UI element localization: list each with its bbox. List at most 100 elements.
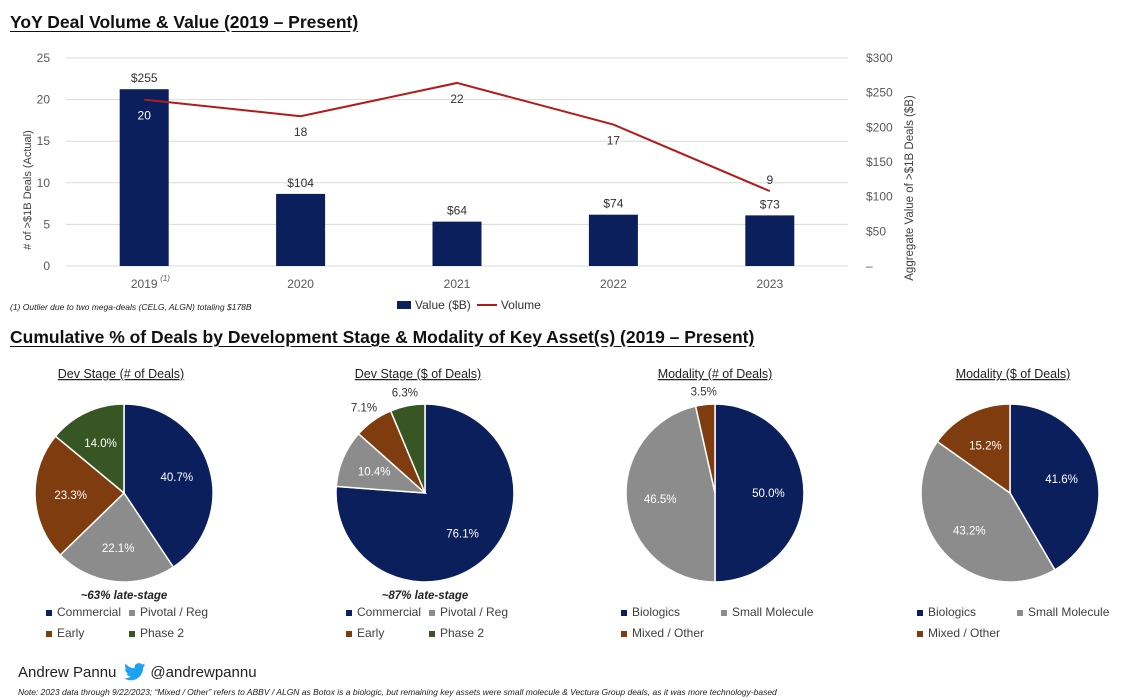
volume-point-label: 18 xyxy=(294,125,308,139)
pie-legend-swatch xyxy=(917,631,923,637)
legend-value-label: Value ($B) xyxy=(415,298,471,312)
bottom-section-title: Cumulative % of Deals by Development Sta… xyxy=(10,327,755,347)
volume-point-label: 22 xyxy=(450,92,464,106)
y-left-tick-label: 20 xyxy=(37,93,51,107)
pie-slice-label: 46.5% xyxy=(644,494,677,506)
value-bar-label: $74 xyxy=(603,197,623,211)
pie-slice-label: 15.2% xyxy=(969,441,1002,453)
value-bar-label: $64 xyxy=(447,204,467,218)
pie-legend-swatch xyxy=(429,610,435,616)
pie-legend-swatch xyxy=(721,610,727,616)
y-axis-left-label: # of >$1B Deals (Actual) xyxy=(22,130,34,250)
pie-legend-label: Commercial xyxy=(57,605,121,619)
pie-slice-label: 22.1% xyxy=(102,543,135,555)
x-tick-label: 2021 xyxy=(444,277,471,291)
pie-legend-label: Pivotal / Reg xyxy=(140,605,208,619)
pie-legend-label: Small Molecule xyxy=(1028,605,1110,619)
y-left-tick-label: 10 xyxy=(37,176,51,190)
value-bar xyxy=(745,215,795,266)
pie-slice xyxy=(936,403,1011,495)
legend-volume-swatch xyxy=(476,304,497,306)
pie-legend-swatch xyxy=(917,610,923,616)
pie-title: Dev Stage ($ of Deals) xyxy=(355,367,481,381)
pie-slice-label: 41.6% xyxy=(1045,474,1078,486)
pie-slice xyxy=(714,403,805,583)
pie-title: Modality ($ of Deals) xyxy=(956,367,1071,381)
volume-point-label: 17 xyxy=(607,134,621,148)
twitter-bird-icon xyxy=(124,663,146,681)
pie-annotation: ~63% late-stage xyxy=(81,590,168,602)
value-bar-label: $104 xyxy=(287,176,314,190)
pie-slice xyxy=(34,435,126,557)
y-right-tick-label: $250 xyxy=(866,86,893,100)
author-name: Andrew Pannu xyxy=(18,663,117,681)
pie-slice-label: 40.7% xyxy=(161,472,194,484)
pie-slice xyxy=(59,491,175,583)
pie-legend-label: Early xyxy=(57,626,84,640)
pie-slice-label: 76.1% xyxy=(446,528,479,540)
pie-legend-swatch xyxy=(621,610,627,616)
y-axis-right-label: Aggregate Value of >$1B Deals ($B) xyxy=(904,95,916,281)
pie-legend-label: Phase 2 xyxy=(140,626,184,640)
deal-volume-value-chart: 0 5 10 15 20 25 – $50 $100 $150 $200 $250 $300 $255 2… xyxy=(22,51,916,291)
pie-legend-label: Mixed / Other xyxy=(632,626,704,640)
y-right-tick-label: $150 xyxy=(866,155,893,169)
pie-title: Modality (# of Deals) xyxy=(658,367,773,381)
pie-charts: Dev Stage (# of Deals) 40.7% 22.1% 23.3% 14.… xyxy=(34,367,1110,640)
x-tick-label: 2020 xyxy=(287,277,314,291)
value-bar-label: $73 xyxy=(760,197,780,211)
author-handle: @andrewpannu xyxy=(150,663,257,681)
author-credit: Andrew Pannu @andrewpannu xyxy=(18,663,257,681)
pie-slice-label: 23.3% xyxy=(54,490,87,502)
value-bar-label: $255 xyxy=(131,71,158,85)
pie-legend-swatch xyxy=(1017,610,1023,616)
y-right-tick-label: $50 xyxy=(866,224,886,238)
pie-slice-label: 6.3% xyxy=(392,388,418,400)
x-tick-label: 2022 xyxy=(600,277,627,291)
pie-slice xyxy=(389,403,426,494)
y-left-tick-label: 0 xyxy=(43,259,50,273)
y-left-tick-label: 5 xyxy=(43,217,50,231)
y-right-tick-label: $100 xyxy=(866,190,893,204)
pie-slice-label: 10.4% xyxy=(358,466,391,478)
data-note: Note: 2023 data through 9/22/2023; “Mixe… xyxy=(18,687,777,697)
bar-chart-legend: Value ($B) Volume xyxy=(397,298,541,312)
pie-slice xyxy=(54,403,125,495)
pie-legend-label: Small Molecule xyxy=(732,605,814,619)
pie-legend-label: Mixed / Other xyxy=(928,626,1000,640)
pie-legend-label: Pivotal / Reg xyxy=(440,605,508,619)
pie-slice-label: 14.0% xyxy=(84,438,117,450)
pie-legend-label: Biologics xyxy=(632,605,680,619)
y-left-tick-label: 15 xyxy=(37,134,51,148)
y-right-tick-label: $300 xyxy=(866,51,893,65)
value-bar xyxy=(119,89,169,266)
pie-legend-label: Early xyxy=(357,626,384,640)
x-tick-label: 2023 xyxy=(756,277,783,291)
y-left-tick-label: 25 xyxy=(37,51,51,65)
pie-legend-swatch xyxy=(346,631,352,637)
pie-legend-label: Commercial xyxy=(357,605,421,619)
pie-slice xyxy=(694,403,716,494)
pie-legend-swatch xyxy=(129,631,135,637)
value-bar xyxy=(432,221,482,266)
volume-point-label: 9 xyxy=(766,173,773,187)
volume-line xyxy=(144,81,771,193)
pie-legend-swatch xyxy=(429,631,435,637)
legend-volume-label: Volume xyxy=(500,298,541,312)
pie-slice-label: 3.5% xyxy=(691,386,717,398)
x-tick-superscript: (1) xyxy=(160,274,170,283)
pie-slice xyxy=(920,440,1056,583)
outlier-footnote: (1) Outlier due to two mega-deals (CELG,… xyxy=(10,302,252,312)
pie-legend-swatch xyxy=(46,610,52,616)
y-right-tick-label: – xyxy=(866,259,873,273)
pie-legend-swatch xyxy=(346,610,352,616)
x-tick-label: 2019 xyxy=(131,277,158,291)
pie-slice-label: 43.2% xyxy=(953,525,986,537)
value-bar xyxy=(276,193,326,266)
pie-legend-swatch xyxy=(621,631,627,637)
pie-legend-swatch xyxy=(129,610,135,616)
pie-title: Dev Stage (# of Deals) xyxy=(58,367,184,381)
top-section-title: YoY Deal Volume & Value (2019 – Present) xyxy=(10,12,359,32)
legend-value-swatch xyxy=(397,301,411,309)
pie-slice-label: 50.0% xyxy=(752,488,785,500)
